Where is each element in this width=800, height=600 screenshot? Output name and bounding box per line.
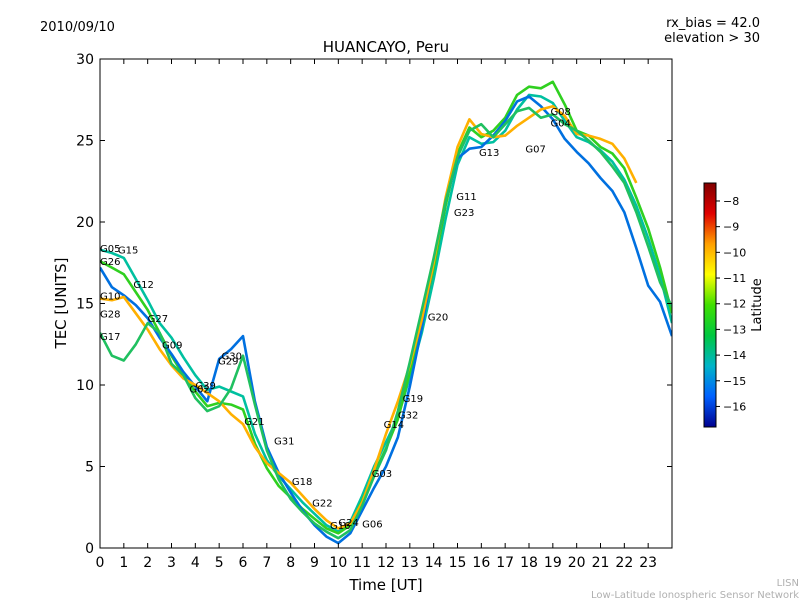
satellite-label: G27	[148, 314, 168, 325]
x-tick-label: 7	[262, 555, 271, 571]
y-tick-label: 25	[76, 134, 94, 150]
y-tick-label: 30	[76, 52, 94, 68]
y-axis-ticks: 0 5 10 15 20 25 30	[76, 52, 672, 557]
colorbar-ticks: −8 −9 −10 −11 −12 −13 −14 −15 −16	[716, 195, 746, 413]
colorbar-tick-label: −8	[723, 195, 739, 208]
y-tick-label: 10	[76, 378, 94, 394]
x-tick-label: 3	[167, 555, 176, 571]
x-axis-label: Time [UT]	[348, 576, 422, 594]
x-tick-label: 17	[496, 555, 514, 571]
series-line-4	[100, 105, 638, 530]
x-tick-label: 5	[215, 555, 224, 571]
satellite-label: G05	[100, 244, 120, 255]
colorbar-tick-label: −9	[723, 221, 739, 234]
credit-long: Low-Latitude Ionospheric Sensor Network	[591, 590, 799, 600]
colorbar-label: Latitude	[750, 278, 765, 332]
colorbar	[703, 182, 717, 428]
satellite-label: G21	[244, 417, 264, 428]
x-tick-label: 21	[592, 555, 610, 571]
satellite-label: G09	[162, 340, 182, 351]
x-tick-label: 6	[239, 555, 248, 571]
satellite-label: G06	[362, 520, 382, 531]
satellite-label: G13	[479, 148, 499, 159]
satellite-label: G20	[428, 313, 448, 324]
x-tick-label: 14	[425, 555, 443, 571]
x-axis-ticks: 0 1 2 3 4 5 6 7 8 9 10 11 12 13 14 15 16 17 18 19 20 21 22 23	[96, 59, 657, 571]
colorbar-tick-label: −12	[723, 298, 746, 311]
satellite-label: G11	[456, 192, 476, 203]
series-line-3	[100, 95, 672, 545]
x-tick-label: 19	[544, 555, 562, 571]
satellite-label: G14	[384, 420, 404, 431]
colorbar-tick-label: −15	[723, 375, 746, 388]
x-tick-label: 23	[639, 555, 657, 571]
x-tick-label: 22	[615, 555, 633, 571]
x-tick-label: 9	[310, 555, 319, 571]
colorbar-tick-label: −10	[723, 246, 746, 259]
credit-short: LISN	[777, 578, 799, 589]
x-tick-label: 12	[377, 555, 395, 571]
x-tick-label: 0	[96, 555, 105, 571]
satellite-label: G30	[222, 352, 242, 363]
colorbar-tick-label: −14	[723, 349, 746, 362]
x-tick-label: 15	[449, 555, 467, 571]
satellite-label: G32	[398, 410, 418, 421]
elevation-label: elevation > 30	[664, 31, 760, 46]
date-label: 2010/09/10	[40, 20, 115, 35]
satellite-label: G18	[292, 477, 312, 488]
satellite-label: G08	[550, 107, 570, 118]
x-tick-label: 4	[191, 555, 200, 571]
satellite-label: G12	[133, 280, 153, 291]
y-tick-label: 0	[85, 541, 94, 557]
satellite-label: G23	[454, 208, 474, 219]
x-tick-label: 13	[401, 555, 419, 571]
x-tick-label: 2	[143, 555, 152, 571]
x-tick-label: 18	[520, 555, 538, 571]
satellite-label: G07	[525, 145, 545, 156]
satellite-label: G03	[372, 469, 392, 480]
satellite-label: G39	[195, 381, 215, 392]
satellite-label: G10	[100, 291, 120, 302]
x-tick-label: 1	[119, 555, 128, 571]
y-tick-label: 15	[76, 297, 94, 313]
colorbar-tick-label: −16	[723, 400, 746, 413]
satellite-label: G04	[550, 119, 570, 130]
satellite-label: G26	[100, 257, 120, 268]
satellite-label: G28	[100, 309, 120, 320]
colorbar-tick-label: −13	[723, 323, 746, 336]
satellite-label: G17	[100, 332, 120, 343]
x-tick-label: 16	[472, 555, 490, 571]
y-axis-label: TEC [UNITS]	[52, 258, 70, 350]
x-tick-label: 20	[568, 555, 586, 571]
satellite-label: G16	[330, 521, 350, 532]
colorbar-tick-label: −11	[723, 272, 746, 285]
series-layer	[100, 80, 672, 545]
x-tick-label: 11	[353, 555, 371, 571]
chart-title: HUANCAYO, Peru	[323, 38, 449, 56]
satellite-label: G29	[218, 357, 238, 368]
satellite-label: G22	[312, 498, 332, 509]
series-line-5	[100, 106, 672, 540]
y-tick-label: 5	[85, 460, 94, 476]
series-line-1	[100, 93, 672, 533]
satellite-label: G24	[338, 518, 358, 529]
y-tick-label: 20	[76, 215, 94, 231]
satellite-label: G31	[274, 436, 294, 447]
x-tick-label: 8	[286, 555, 295, 571]
satellite-label: G02	[189, 384, 209, 395]
x-tick-label: 10	[329, 555, 347, 571]
satellite-label: G15	[118, 246, 138, 257]
satellite-label: G19	[403, 394, 423, 405]
rx-bias-label: rx_bias = 42.0	[666, 16, 760, 31]
